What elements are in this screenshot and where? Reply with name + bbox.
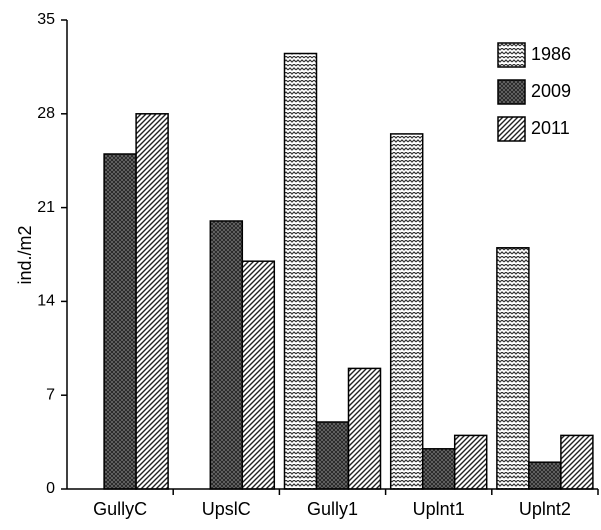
bar-1986-Uplnt2: [496, 247, 530, 490]
y-tick-label: 21: [37, 199, 55, 216]
bar-2009-Gully1: [315, 421, 350, 490]
bar-2011-Gully1: [347, 367, 382, 490]
legend-label: 1986: [531, 44, 571, 64]
y-tick-label: 28: [37, 105, 55, 122]
x-category-label: Uplnt1: [413, 499, 465, 519]
bar-2009-GullyC: [103, 153, 137, 490]
bar-2011-UpslC: [241, 260, 276, 490]
bar-2009-Uplnt2: [528, 461, 562, 490]
y-axis-title: ind./m2: [15, 225, 35, 284]
bar-2009-UpslC: [209, 220, 244, 490]
legend-label: 2009: [531, 81, 571, 101]
x-category-label: Gully1: [307, 499, 358, 519]
y-tick-label: 14: [37, 293, 55, 310]
x-category-label: GullyC: [93, 499, 147, 519]
legend-label: 2011: [531, 118, 570, 138]
plot-area: 0 7 14 21 28 35 GullyC UpslC Gully1 Uplnt1 Uplnt2: [37, 11, 599, 519]
bar-2011-GullyC: [135, 113, 169, 490]
legend-swatch-1986: [497, 42, 526, 68]
legend: 1986 2009 2011: [497, 42, 571, 142]
x-category-label: Uplnt2: [519, 499, 571, 519]
bars: [103, 52, 594, 490]
legend-swatch-2009: [497, 79, 526, 105]
y-axis-ticks: 0 7 14 21 28 35: [37, 11, 67, 497]
x-category-label: UpslC: [202, 499, 251, 519]
x-axis-ticks: GullyC UpslC Gully1 Uplnt1 Uplnt2: [93, 489, 599, 519]
y-tick-label: 0: [46, 480, 55, 497]
bar-1986-Gully1: [283, 52, 318, 490]
bar-2011-Uplnt1: [453, 434, 488, 490]
bar-2009-Uplnt1: [421, 448, 456, 490]
bar-2011-Uplnt2: [560, 434, 594, 490]
y-tick-label: 7: [46, 386, 55, 403]
bar-1986-Uplnt1: [389, 133, 424, 490]
y-tick-label: 35: [37, 11, 55, 28]
legend-swatch-2011: [497, 116, 526, 142]
